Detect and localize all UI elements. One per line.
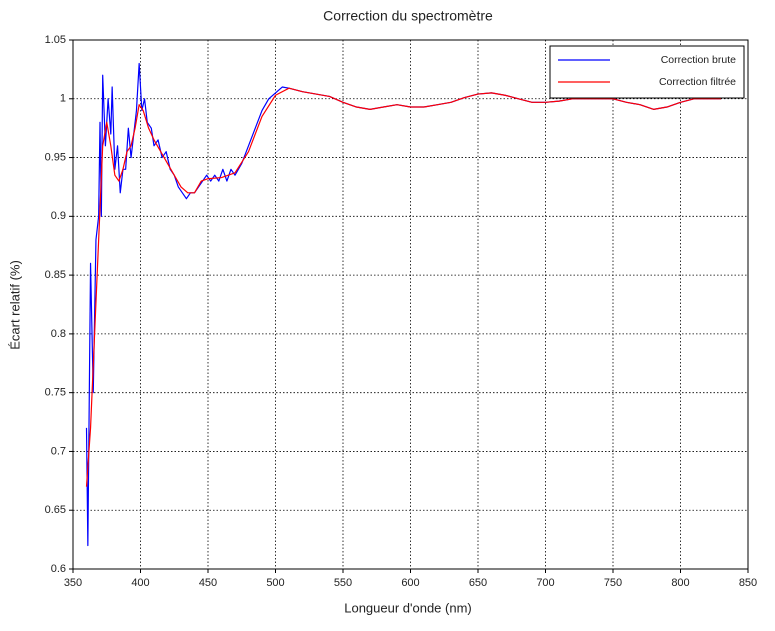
y-tick-label: 1.05 [45,34,66,46]
legend-label: Correction brute [661,54,736,66]
plot-frame [72,39,749,570]
x-tick-label: 800 [671,577,689,589]
x-tick-label: 650 [469,577,487,589]
y-tick-label: 0.95 [45,151,66,163]
legend-box [549,45,745,99]
y-tick-label: 0.8 [51,328,66,340]
legend-label: Correction filtrée [659,76,736,88]
x-tick-label: 350 [64,577,82,589]
y-tick-label: 0.85 [45,269,66,281]
y-axis-label: Écart relatif (%) [7,260,22,350]
y-tick-label: 1 [60,93,66,105]
plot-background [73,40,748,569]
y-tick-label: 0.7 [51,445,66,457]
y-tick-label: 0.9 [51,210,66,222]
y-tick-label: 0.75 [45,387,66,399]
x-tick-label: 500 [266,577,284,589]
chart-title: Correction du spectromètre [323,8,493,24]
y-tick-label: 0.65 [45,504,66,516]
x-tick-label: 400 [131,577,149,589]
x-tick-label: 850 [739,577,757,589]
x-tick-label: 450 [199,577,217,589]
data-line [85,87,721,487]
x-tick-label: 600 [401,577,419,589]
x-tick-label: 700 [536,577,554,589]
y-tick-label: 0.6 [51,563,66,575]
x-axis-label: Longueur d'onde (nm) [344,600,472,615]
x-tick-label: 550 [334,577,352,589]
x-tick-label: 750 [604,577,622,589]
